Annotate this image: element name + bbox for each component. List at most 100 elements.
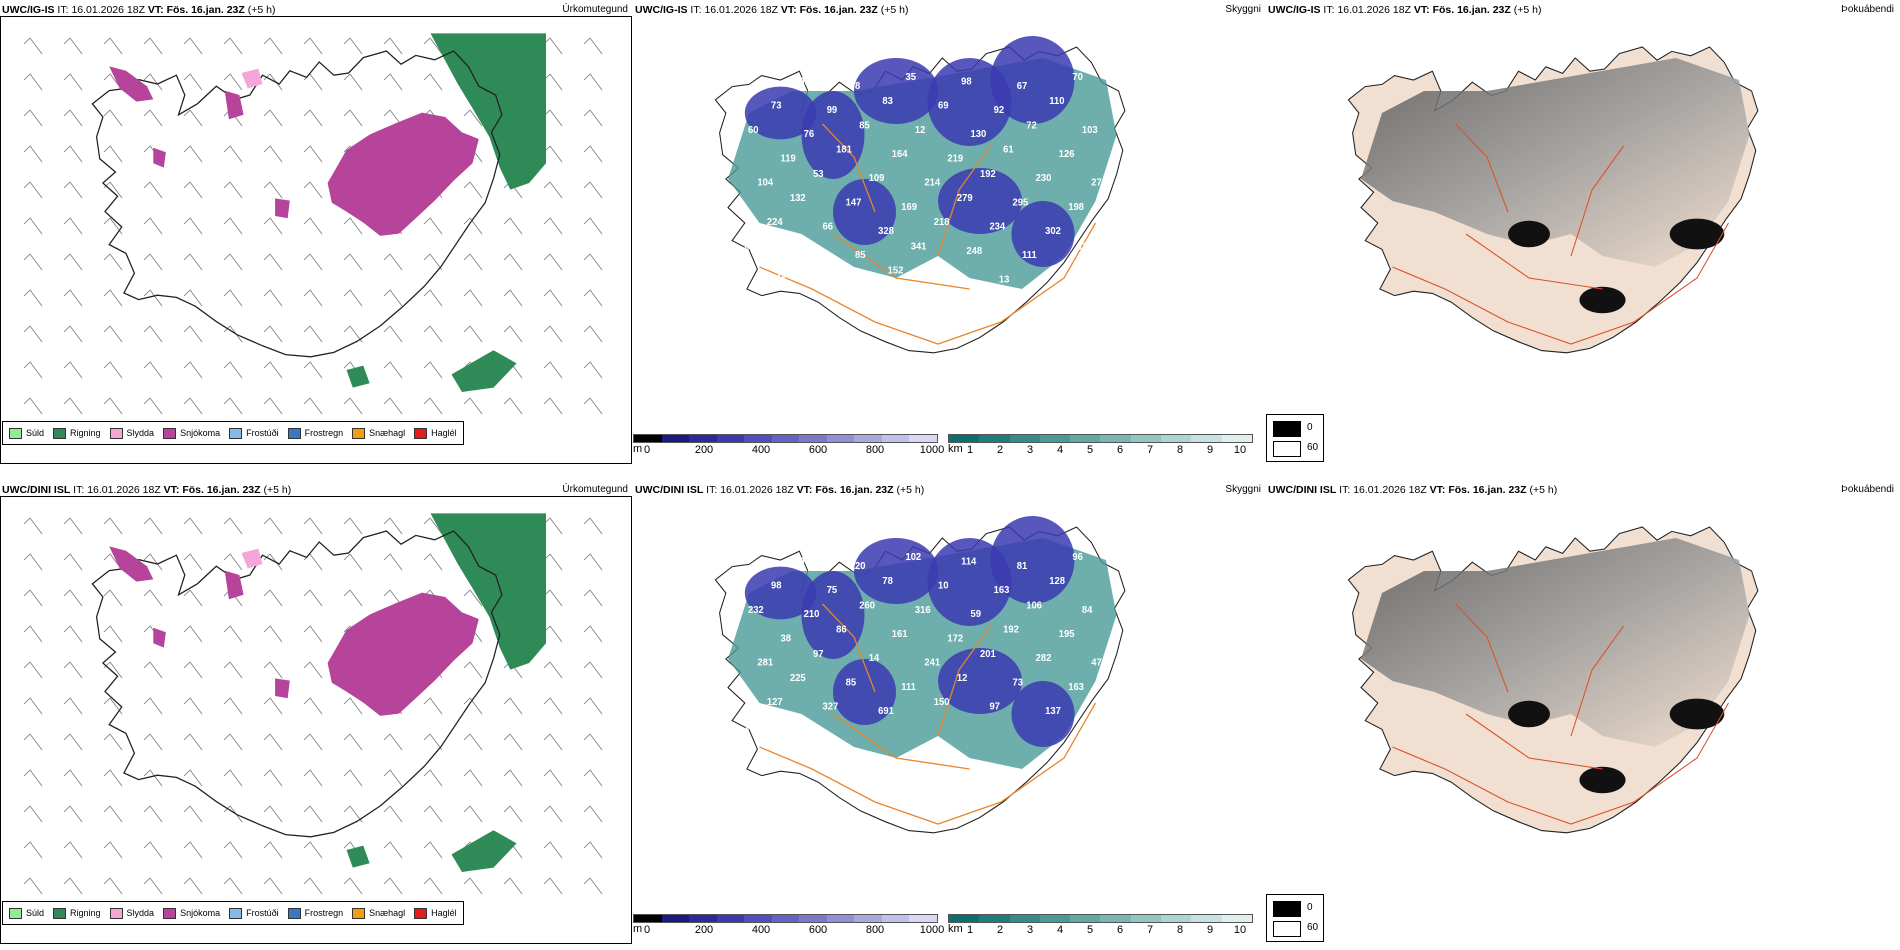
cloud-base-value: 110 <box>1049 96 1064 107</box>
cloud-base-area <box>990 516 1075 604</box>
wind-barb <box>543 805 563 823</box>
wind-barb <box>263 553 283 571</box>
colorbar-tick: 0 <box>643 924 651 936</box>
legend-label: Rigning <box>70 428 101 438</box>
colorbar-tick: 5 <box>1086 924 1094 936</box>
cloud-base-value: 124 <box>943 270 959 281</box>
wind-barb <box>583 661 603 679</box>
legend-swatch <box>163 427 177 439</box>
wind-barb <box>63 625 83 643</box>
wind-barb <box>143 109 163 127</box>
vt-value: Fös. 16.jan. 23Z <box>799 4 878 16</box>
colorbar-segment <box>1039 435 1071 442</box>
precip-legend: Súld Rigning Slydda Snjókoma Frostúði Frostre… <box>2 901 464 925</box>
cloud-base-value: 78 <box>882 576 893 587</box>
cloud-base-value: 69 <box>938 100 949 111</box>
wind-barb <box>383 517 403 535</box>
cloud-base-value: 248 <box>966 246 982 257</box>
panel-title: Úrkomutegund <box>562 4 628 15</box>
it-label: IT: <box>1323 4 1335 16</box>
wind-barb <box>103 661 123 679</box>
legend-label: Snæhagl <box>369 908 406 918</box>
colorbar-tick: 3 <box>1026 444 1034 456</box>
rain-area <box>451 830 517 872</box>
colorbar-tick: 4 <box>1056 924 1064 936</box>
panel-header: UWC/DINI ISL IT: 16.01.2026 18Z VT: Fös.… <box>2 482 630 498</box>
legend-label: Frostúði <box>246 428 279 438</box>
wind-barb <box>23 217 43 235</box>
cloud-base-value: 102 <box>794 76 810 87</box>
colorbar-segment <box>826 435 855 442</box>
legend-label: Slydda <box>126 428 155 438</box>
colorbar-segment <box>1100 915 1131 922</box>
dense-fog-area <box>1508 220 1550 248</box>
wind-barb <box>63 145 83 163</box>
sleet-area <box>241 548 263 569</box>
wind-barb <box>543 181 563 199</box>
cloud-base-value: 12 <box>915 125 925 136</box>
wind-barb <box>23 841 43 859</box>
wind-barb <box>143 697 163 715</box>
wind-barb <box>543 145 563 163</box>
vt-value: Fös. 16.jan. 23Z <box>166 4 245 16</box>
cloud-base-value: 234 <box>989 221 1005 232</box>
cloud-base-value: 150 <box>934 697 950 708</box>
cloud-base-value: 292 <box>744 241 760 252</box>
wind-barb <box>183 841 203 859</box>
cloud-base-value: 132 <box>790 193 806 204</box>
wind-barb <box>143 553 163 571</box>
legend-swatch <box>229 427 243 439</box>
cloud-base-value: 75 <box>827 585 838 596</box>
visibility-colorbar: km 1 2 3 4 5 6 7 8 9 10 <box>948 434 1253 464</box>
wind-barb <box>543 733 563 751</box>
legend-swatch <box>163 907 177 919</box>
cloud-base-value: 127 <box>767 697 783 708</box>
precip-legend: Súld Rigning Slydda Snjókoma Frostúði Frostre… <box>2 421 464 445</box>
cloud-base-value: 96 <box>1072 552 1083 563</box>
wind-barb <box>143 769 163 787</box>
legend-swatch <box>414 907 428 919</box>
colorbar-segment <box>744 435 772 442</box>
wind-barb <box>143 361 163 379</box>
it-label: IT: <box>73 484 85 496</box>
wind-barb <box>343 553 363 571</box>
cloud-visibility-panel: UWC/IG-IS IT: 16.01.2026 18Z VT: Fös. 16… <box>633 0 1265 466</box>
wind-barb <box>423 361 443 379</box>
wind-barb <box>463 661 483 679</box>
legend-swatch <box>109 427 123 439</box>
wind-barb <box>143 841 163 859</box>
wind-barb <box>223 661 243 679</box>
cloud-base-area <box>990 36 1075 124</box>
vt-value: Fös. 16.jan. 23Z <box>182 484 261 496</box>
cloud-base-value: 13 <box>999 274 1010 285</box>
wind-barb <box>103 805 123 823</box>
wind-barb <box>503 697 523 715</box>
cloud-base-value: 102 <box>905 552 921 563</box>
wind-barb <box>63 805 83 823</box>
wind-barb <box>543 73 563 91</box>
wind-barb <box>63 73 83 91</box>
cloud-base-value: 84 <box>1082 605 1093 616</box>
cloud-base-area <box>744 566 817 620</box>
wind-barb <box>103 109 123 127</box>
wind-barb <box>23 325 43 343</box>
wind-barb <box>423 289 443 307</box>
wind-barb <box>103 625 123 643</box>
cloud-base-value: 181 <box>836 144 852 155</box>
wind-barb <box>183 625 203 643</box>
legend-label: Súld <box>26 428 45 438</box>
colorbar-segment <box>771 435 800 442</box>
wind-barb <box>143 589 163 607</box>
colorbar-tick: 800 <box>865 444 885 456</box>
colorbar-segment <box>716 915 745 922</box>
vt-value: Fös. 16.jan. 23Z <box>1448 484 1527 496</box>
colorbar-tick: 400 <box>751 924 771 936</box>
panel-header: UWC/DINI ISL IT: 16.01.2026 18Z VT: Fös.… <box>635 482 1263 498</box>
panel-title: Þokuábendi <box>1841 484 1894 495</box>
wind-barb <box>583 517 603 535</box>
panel-title: Úrkomutegund <box>562 484 628 495</box>
wind-barb <box>143 877 163 895</box>
wind-barb <box>103 325 123 343</box>
legend-item: Slydda <box>109 907 154 919</box>
vt-value: Fös. 16.jan. 23Z <box>1432 4 1511 16</box>
